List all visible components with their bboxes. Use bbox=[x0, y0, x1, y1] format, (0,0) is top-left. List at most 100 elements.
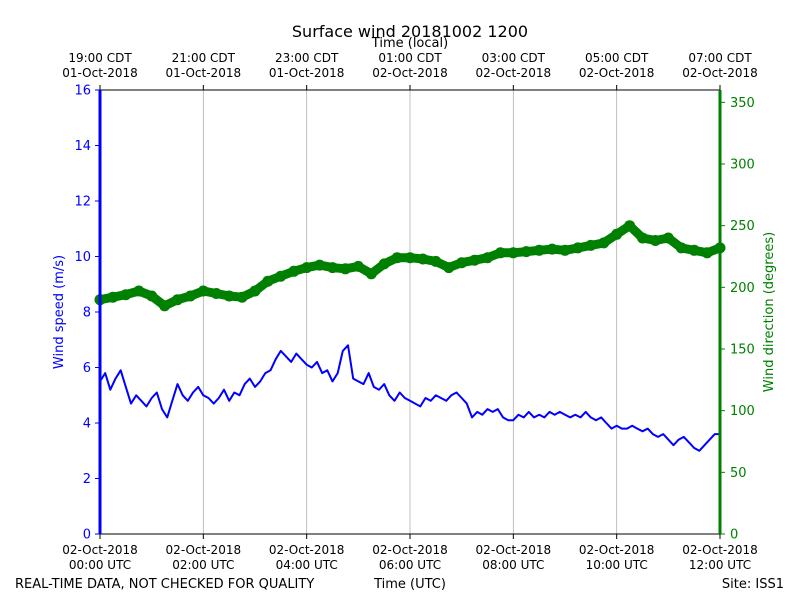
wind-direction-point bbox=[223, 290, 235, 302]
top-tick-label-date: 02-Oct-2018 bbox=[579, 66, 655, 80]
right-tick-label: 350 bbox=[730, 96, 755, 111]
wind-direction-point bbox=[236, 291, 248, 303]
wind-speed-series bbox=[99, 344, 720, 452]
bottom-tick-label-time: 06:00 UTC bbox=[379, 558, 441, 572]
right-tick-label: 250 bbox=[730, 219, 755, 234]
chart-title: Surface wind 20181002 1200 bbox=[292, 22, 528, 41]
wind-direction-point bbox=[301, 262, 313, 274]
left-tick-label: 0 bbox=[83, 528, 91, 543]
top-tick-label-time: 03:00 CDT bbox=[482, 51, 546, 65]
bottom-tick-label-date: 02-Oct-2018 bbox=[166, 543, 242, 557]
right-tick-label: 100 bbox=[730, 404, 755, 419]
wind-direction-point bbox=[391, 252, 403, 264]
wind-direction-point bbox=[133, 285, 145, 297]
right-axis-label: Wind direction (degrees) bbox=[762, 232, 777, 392]
right-tick-label: 300 bbox=[730, 158, 755, 173]
wind-direction-point bbox=[249, 285, 261, 297]
wind-direction-point bbox=[559, 244, 571, 256]
top-axis-label: Time (local) bbox=[371, 36, 448, 51]
wind-direction-point bbox=[288, 265, 300, 277]
wind-direction-point bbox=[365, 268, 377, 280]
wind-speed-line bbox=[99, 344, 720, 452]
wind-direction-point bbox=[611, 228, 623, 240]
left-tick-label: 16 bbox=[74, 84, 91, 99]
wind-direction-point bbox=[262, 275, 274, 287]
wind-direction-point bbox=[430, 255, 442, 267]
wind-direction-point bbox=[314, 259, 326, 271]
left-tick-label: 4 bbox=[83, 417, 91, 432]
wind-direction-point bbox=[675, 242, 687, 254]
wind-direction-point bbox=[688, 244, 700, 256]
wind-direction-point bbox=[662, 232, 674, 244]
right-tick-label: 50 bbox=[730, 466, 747, 481]
top-tick-label-time: 19:00 CDT bbox=[68, 51, 132, 65]
top-tick-label-date: 01-Oct-2018 bbox=[62, 66, 138, 80]
bottom-tick-label-date: 02-Oct-2018 bbox=[579, 543, 655, 557]
wind-direction-point bbox=[120, 289, 132, 301]
left-tick-label: 2 bbox=[83, 472, 91, 487]
top-tick-label-date: 01-Oct-2018 bbox=[166, 66, 242, 80]
top-tick-label-time: 23:00 CDT bbox=[275, 51, 339, 65]
bottom-tick-label-time: 04:00 UTC bbox=[276, 558, 338, 572]
wind-direction-point bbox=[443, 262, 455, 274]
bottom-tick-label-date: 02-Oct-2018 bbox=[62, 543, 138, 557]
wind-direction-point bbox=[482, 252, 493, 264]
bottom-tick-label-time: 12:00 UTC bbox=[689, 558, 751, 572]
wind-direction-point bbox=[172, 294, 183, 306]
right-tick-label: 150 bbox=[730, 343, 755, 358]
top-tick-label-date: 02-Oct-2018 bbox=[372, 66, 448, 80]
bottom-tick-label-date: 02-Oct-2018 bbox=[476, 543, 552, 557]
top-tick-label-date: 01-Oct-2018 bbox=[269, 66, 345, 80]
top-tick-label-time: 01:00 CDT bbox=[378, 51, 442, 65]
bottom-axis-label: Time (UTC) bbox=[373, 577, 446, 592]
bottom-tick-label-date: 02-Oct-2018 bbox=[372, 543, 448, 557]
wind-direction-point bbox=[210, 288, 222, 299]
bottom-tick-label-date: 02-Oct-2018 bbox=[682, 543, 758, 557]
wind-direction-point bbox=[146, 290, 158, 302]
left-tick-label: 6 bbox=[83, 361, 91, 376]
wind-direction-point bbox=[378, 258, 390, 270]
right-tick-label: 200 bbox=[730, 281, 755, 296]
vertical-gridlines bbox=[202, 90, 618, 534]
wind-direction-point bbox=[404, 252, 416, 264]
left-tick-label: 14 bbox=[74, 139, 91, 154]
top-tick-label-time: 07:00 CDT bbox=[688, 51, 752, 65]
wind-direction-point bbox=[701, 247, 713, 259]
wind-direction-point bbox=[649, 235, 661, 246]
wind-direction-point bbox=[327, 262, 338, 274]
right-tick-label: 0 bbox=[730, 528, 738, 543]
wind-direction-point bbox=[598, 237, 610, 249]
wind-direction-point bbox=[417, 253, 429, 265]
bottom-tick-label-time: 10:00 UTC bbox=[586, 558, 648, 572]
wind-direction-point bbox=[520, 246, 532, 258]
left-y-axis-ticks: 0 2 4 6 8 10 12 14 16 bbox=[74, 84, 100, 543]
wind-direction-series bbox=[94, 220, 726, 312]
right-y-axis-ticks: 0 50 100 150 200 250 300 350 bbox=[720, 96, 755, 543]
wind-direction-point bbox=[533, 244, 545, 256]
wind-direction-point bbox=[624, 220, 636, 232]
wind-direction-point bbox=[456, 257, 468, 269]
wind-direction-point bbox=[637, 232, 648, 244]
left-tick-label: 12 bbox=[74, 195, 91, 210]
left-tick-label: 10 bbox=[74, 250, 91, 265]
wind-direction-point bbox=[275, 270, 287, 282]
wind-direction-point bbox=[507, 247, 519, 259]
top-tick-label-time: 21:00 CDT bbox=[172, 51, 236, 65]
wind-direction-point bbox=[339, 263, 351, 275]
wind-direction-point bbox=[352, 260, 364, 272]
bottom-tick-label-time: 02:00 UTC bbox=[172, 558, 234, 572]
top-tick-label-date: 02-Oct-2018 bbox=[682, 66, 758, 80]
footer-quality-note: REAL-TIME DATA, NOT CHECKED FOR QUALITY bbox=[15, 577, 314, 592]
wind-direction-point bbox=[184, 290, 196, 302]
top-tick-label-date: 02-Oct-2018 bbox=[476, 66, 552, 80]
wind-direction-point bbox=[107, 291, 119, 303]
bottom-tick-label-time: 08:00 UTC bbox=[482, 558, 544, 572]
wind-direction-point bbox=[469, 254, 481, 266]
left-tick-label: 8 bbox=[83, 306, 91, 321]
wind-direction-point bbox=[572, 242, 584, 254]
wind-direction-point bbox=[585, 239, 597, 251]
wind-direction-point bbox=[159, 300, 171, 312]
wind-direction-point bbox=[546, 243, 558, 255]
